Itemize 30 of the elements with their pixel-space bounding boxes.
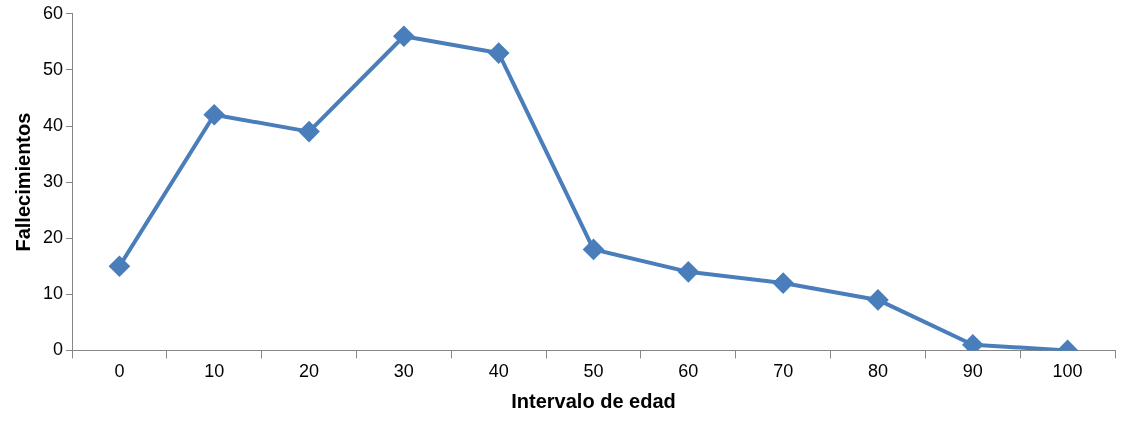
- point: [109, 256, 130, 277]
- x-tick-label: 10: [204, 361, 225, 382]
- y-tick-label: 10: [42, 283, 64, 304]
- point: [583, 239, 604, 260]
- point: [773, 273, 794, 294]
- y-tick-label: 20: [42, 227, 64, 248]
- y-tick-label: 30: [42, 171, 64, 192]
- y-tick-label: 50: [42, 58, 64, 79]
- x-tick-label: 40: [488, 361, 509, 382]
- x-tick-label: 100: [1052, 361, 1083, 382]
- point: [962, 334, 983, 351]
- point: [299, 121, 320, 142]
- point: [678, 261, 699, 282]
- x-tick-label: 20: [299, 361, 320, 382]
- y-tick-label: 0: [53, 339, 64, 360]
- point: [393, 26, 414, 47]
- x-tick-label: 70: [773, 361, 794, 382]
- y-tick-label: 40: [42, 114, 64, 135]
- y-axis-title: Fallecimientos: [11, 112, 34, 252]
- x-tick-label: 30: [393, 361, 414, 382]
- point: [867, 289, 888, 310]
- point: [488, 43, 509, 64]
- x-tick-label: 90: [962, 361, 983, 382]
- x-tick-label: 0: [114, 361, 125, 382]
- x-tick-label: 60: [678, 361, 699, 382]
- x-tick-label: 80: [867, 361, 888, 382]
- y-tick-label: 60: [42, 2, 64, 23]
- x-tick-label: 50: [583, 361, 604, 382]
- x-axis-title: Intervalo de edad: [511, 389, 676, 412]
- point: [204, 104, 225, 125]
